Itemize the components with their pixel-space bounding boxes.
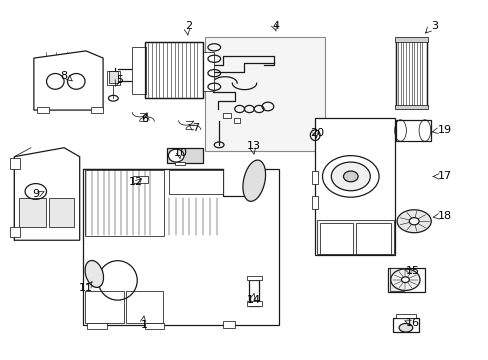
Bar: [249, 280, 259, 306]
Bar: [168, 170, 222, 194]
Text: 11: 11: [79, 283, 93, 293]
Text: 12: 12: [129, 177, 143, 187]
Ellipse shape: [168, 149, 183, 162]
Bar: [91, 107, 103, 113]
Ellipse shape: [401, 277, 408, 283]
Text: 9: 9: [32, 189, 40, 199]
Ellipse shape: [408, 218, 418, 225]
Bar: [205, 37, 325, 151]
Bar: [144, 42, 203, 98]
Bar: [37, 107, 49, 113]
Polygon shape: [315, 118, 394, 255]
Text: 5: 5: [117, 75, 123, 85]
Text: 3: 3: [430, 21, 437, 31]
Bar: [203, 51, 213, 91]
Bar: [395, 40, 427, 108]
Bar: [387, 267, 424, 292]
Text: 1: 1: [141, 320, 148, 330]
Bar: [87, 323, 107, 329]
Text: 15: 15: [405, 266, 419, 276]
Text: 8: 8: [61, 71, 67, 81]
Polygon shape: [82, 169, 278, 325]
Bar: [144, 42, 203, 98]
Bar: [311, 171, 317, 184]
Text: 13: 13: [247, 141, 261, 151]
Bar: [222, 113, 231, 118]
Bar: [84, 291, 123, 323]
Ellipse shape: [396, 210, 430, 233]
Bar: [144, 323, 163, 329]
Bar: [311, 196, 317, 209]
Ellipse shape: [390, 269, 419, 291]
Ellipse shape: [243, 160, 265, 201]
Polygon shape: [14, 148, 80, 240]
Bar: [10, 158, 20, 169]
Text: 2: 2: [184, 21, 192, 31]
Bar: [126, 291, 163, 323]
Text: 7: 7: [192, 123, 199, 133]
Text: 20: 20: [310, 129, 324, 138]
Bar: [246, 276, 261, 280]
Text: 10: 10: [174, 148, 188, 158]
Bar: [395, 120, 430, 141]
Bar: [132, 47, 146, 94]
Bar: [320, 223, 352, 253]
Bar: [133, 176, 148, 183]
Bar: [167, 148, 202, 163]
Bar: [84, 170, 163, 235]
Text: 19: 19: [436, 125, 450, 135]
Text: 18: 18: [436, 211, 450, 221]
Bar: [392, 318, 418, 332]
Text: 16: 16: [405, 319, 419, 328]
Bar: [246, 301, 261, 306]
Bar: [395, 315, 415, 318]
Text: 17: 17: [436, 171, 450, 181]
Bar: [49, 198, 74, 226]
Bar: [233, 118, 239, 123]
Bar: [222, 321, 234, 328]
Bar: [389, 268, 404, 291]
Bar: [10, 226, 20, 237]
Bar: [316, 220, 393, 254]
Ellipse shape: [85, 261, 103, 287]
Polygon shape: [34, 51, 103, 110]
Text: 14: 14: [247, 295, 261, 305]
Bar: [394, 37, 427, 41]
Bar: [355, 223, 390, 253]
Bar: [109, 71, 118, 83]
Bar: [107, 71, 120, 85]
Bar: [395, 40, 427, 108]
Text: 6: 6: [141, 114, 148, 124]
Text: 4: 4: [272, 21, 279, 31]
Bar: [394, 105, 427, 109]
Bar: [19, 198, 46, 226]
Bar: [175, 162, 184, 165]
Ellipse shape: [343, 171, 357, 182]
Ellipse shape: [330, 162, 369, 191]
Ellipse shape: [398, 323, 412, 332]
